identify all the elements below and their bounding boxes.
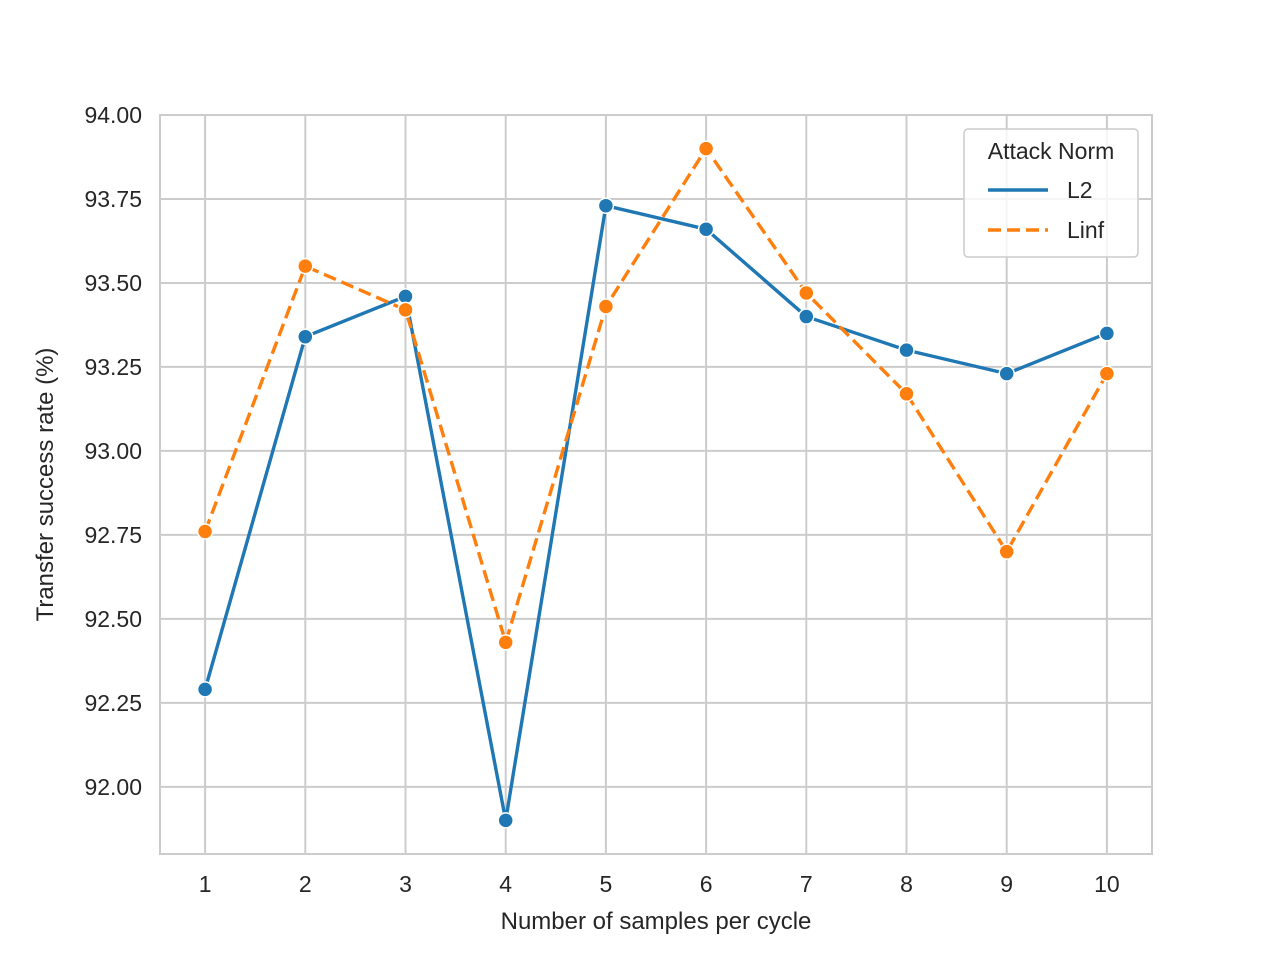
plot-frame	[159, 114, 1153, 855]
y-tick-label: 92.75	[84, 522, 142, 548]
y-axis-label: Transfer success rate (%)	[32, 348, 59, 622]
legend-label: Linf	[1067, 217, 1105, 243]
data-point-l2	[597, 197, 615, 214]
grid	[160, 114, 1152, 854]
series-group	[196, 140, 1116, 829]
x-tick-label: 1	[199, 871, 212, 897]
series-line-linf	[203, 146, 1109, 645]
x-tick-label: 10	[1094, 871, 1120, 897]
legend-title: Attack Norm	[988, 138, 1115, 164]
x-axis-ticks: 1 2 3 4 5 6 7 8 9 10	[199, 871, 1120, 897]
data-point-linf	[397, 301, 414, 319]
x-tick-label: 5	[600, 871, 613, 897]
data-point-linf	[297, 257, 314, 275]
legend-entry-l2: L2	[988, 177, 1093, 203]
data-point-linf	[998, 543, 1015, 560]
data-point-linf	[196, 523, 214, 540]
data-point-linf	[497, 634, 514, 651]
y-tick-label: 92.00	[84, 774, 142, 800]
y-tick-label: 93.25	[84, 354, 142, 380]
legend: Attack Norm L2 Linf	[963, 128, 1139, 258]
x-tick-label: 6	[700, 871, 713, 897]
x-tick-label: 8	[900, 871, 913, 897]
data-point-l2	[798, 308, 815, 325]
y-axis-ticks: 92.00 92.25 92.50 92.75 93.00 93.25 93.50 93.75…	[84, 102, 142, 800]
y-tick-label: 93.50	[84, 270, 142, 296]
data-point-l2	[297, 328, 314, 345]
data-point-l2	[196, 681, 214, 698]
data-point-l2	[1098, 325, 1116, 342]
y-tick-label: 92.25	[84, 690, 142, 716]
series-line-l2	[203, 203, 1108, 823]
x-tick-label: 9	[1000, 871, 1013, 897]
data-point-linf	[798, 284, 815, 302]
data-point-linf	[597, 298, 615, 315]
data-point-l2	[697, 220, 715, 238]
y-tick-label: 93.00	[84, 438, 142, 464]
y-tick-label: 94.00	[84, 102, 142, 128]
data-point-l2	[898, 341, 915, 359]
data-point-linf	[898, 385, 915, 403]
legend-entries: L2 Linf	[988, 177, 1105, 243]
data-point-linf	[697, 140, 715, 157]
legend-label: L2	[1067, 177, 1093, 203]
x-tick-label: 2	[299, 871, 312, 897]
series-linf	[196, 140, 1116, 651]
y-tick-label: 92.50	[84, 606, 142, 632]
data-point-linf	[1098, 365, 1116, 382]
data-point-l2	[998, 365, 1015, 382]
x-tick-label: 3	[399, 871, 412, 897]
data-point-l2	[497, 812, 514, 829]
x-tick-label: 7	[800, 871, 813, 897]
series-l2	[196, 197, 1116, 829]
y-tick-label: 93.75	[84, 186, 142, 212]
legend-entry-linf: Linf	[988, 217, 1105, 243]
x-tick-label: 4	[499, 871, 512, 897]
legend-box	[963, 128, 1139, 258]
x-axis-label: Number of samples per cycle	[501, 908, 812, 935]
